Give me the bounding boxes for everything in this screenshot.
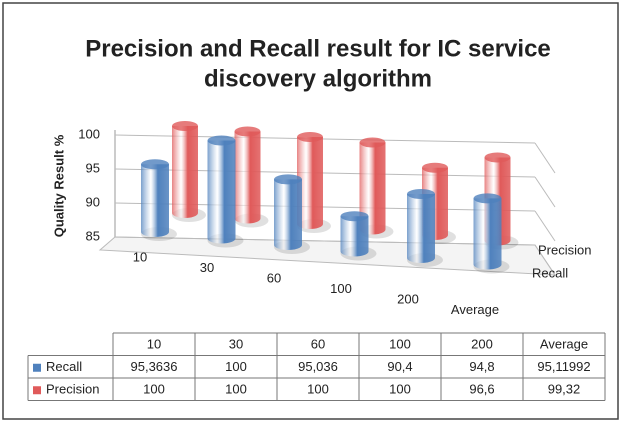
legend-label: Precision (46, 382, 99, 397)
cylinder-top (172, 121, 198, 131)
cylinder (234, 131, 261, 224)
table-cell: 100 (225, 359, 247, 374)
chart-title: Precision and Recall result for IC servi… (85, 35, 551, 62)
x-tick-label: 60 (267, 270, 281, 285)
table-cell: 100 (143, 382, 165, 397)
table-header: Average (540, 337, 588, 352)
x-tick-label: 200 (397, 291, 419, 306)
grid-line (534, 244, 556, 276)
table-cell: 95,11992 (537, 359, 590, 374)
table-header: 200 (471, 337, 493, 352)
cylinder-top (274, 174, 302, 185)
table-header: 100 (389, 337, 411, 352)
legend-label: Recall (46, 359, 82, 374)
table-cell: 90,4 (387, 359, 412, 374)
cylinder-top (207, 135, 236, 146)
table-header: 10 (147, 337, 161, 352)
table-cell: 100 (389, 382, 411, 397)
y-tick-label: 95 (86, 160, 100, 175)
grid-line (534, 142, 556, 174)
y-tick-label: 85 (86, 228, 100, 243)
cylinder (359, 142, 386, 235)
table-cell: 100 (307, 382, 329, 397)
cylinder-top (473, 193, 502, 204)
cylinder (407, 193, 435, 263)
cylinder (340, 216, 369, 257)
cylinder (172, 126, 198, 218)
cylinder-top (422, 162, 448, 173)
table-cell: 94,8 (469, 359, 494, 374)
x-tick-label: 100 (330, 281, 352, 296)
x-tick-label: 30 (200, 260, 214, 275)
table-header: 60 (311, 337, 325, 352)
grid-line (534, 176, 556, 208)
table-header: 30 (229, 337, 243, 352)
y-tick-label: 90 (86, 194, 100, 209)
x-tick-label: Average (451, 302, 499, 317)
cylinder-top (359, 137, 386, 148)
chart-title: discovery algorithm (204, 65, 432, 92)
table-cell: 95,3636 (131, 359, 178, 374)
depth-label: Recall (532, 265, 568, 280)
cylinder (473, 198, 502, 270)
table-cell: 100 (225, 382, 247, 397)
cylinder-top (484, 152, 511, 163)
table-cell: 99,32 (548, 382, 581, 397)
cylinder (274, 179, 302, 250)
cylinder-top (234, 126, 261, 137)
cylinder-top (407, 188, 435, 199)
legend-swatch (33, 386, 41, 395)
x-tick-label: 10 (133, 249, 147, 264)
grid-line (114, 236, 536, 246)
grid-line (534, 210, 556, 242)
table-cell: 95,036 (298, 359, 338, 374)
depth-label: Precision (538, 242, 591, 257)
y-tick-label: 100 (78, 126, 100, 141)
legend-swatch (33, 363, 41, 372)
cylinder-top (340, 211, 369, 222)
cylinder (297, 137, 323, 229)
cylinder (207, 140, 236, 244)
y-axis-label: Quality Result % (51, 134, 66, 237)
table-cell: 96,6 (469, 382, 494, 397)
cylinder-top (141, 159, 169, 170)
cylinder (141, 164, 169, 237)
cylinder-top (297, 132, 323, 142)
